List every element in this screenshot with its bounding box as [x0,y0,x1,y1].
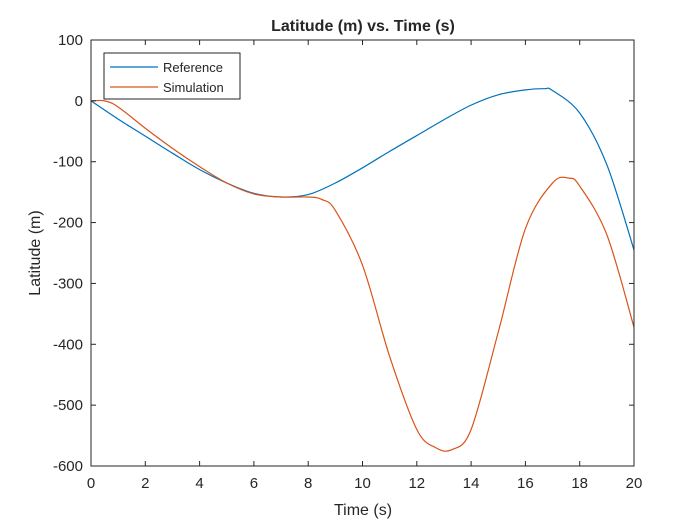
y-tick-label: -600 [53,458,83,475]
x-tick-label: 4 [195,475,203,492]
legend-label-reference: Reference [163,60,223,75]
plot-background [91,40,634,466]
legend: Reference Simulation [103,52,241,100]
y-tick-label: 100 [58,32,83,49]
x-axis-label: Time (s) [334,502,392,519]
x-tick-label: 8 [304,475,312,492]
y-tick-label: -100 [53,154,83,171]
y-axis-label: Latitude (m) [27,210,44,295]
legend-label-simulation: Simulation [163,80,224,95]
y-tick-label: -500 [53,397,83,414]
x-tick-label: 18 [571,475,588,492]
y-axis: 100 0 -100 -200 -300 -400 -500 -600 [53,32,634,475]
x-tick-label: 20 [626,475,643,492]
y-tick-label: -400 [53,336,83,353]
x-tick-label: 6 [250,475,258,492]
x-tick-label: 16 [517,475,534,492]
plot-area [90,39,635,467]
series-line-reference [91,87,634,251]
x-tick-label: 0 [87,475,95,492]
x-axis: 0 2 4 6 8 10 12 14 16 18 20 [87,40,643,492]
y-tick-label: 0 [75,93,83,110]
x-tick-label: 14 [463,475,480,492]
chart-title: Latitude (m) vs. Time (s) [271,18,455,35]
x-tick-label: 2 [141,475,149,492]
x-tick-label: 12 [408,475,425,492]
series-line-simulation [91,99,634,452]
x-tick-label: 10 [354,475,371,492]
y-tick-label: -200 [53,215,83,232]
series-layer [91,87,634,452]
y-tick-label: -300 [53,275,83,292]
legend-box [103,52,241,100]
